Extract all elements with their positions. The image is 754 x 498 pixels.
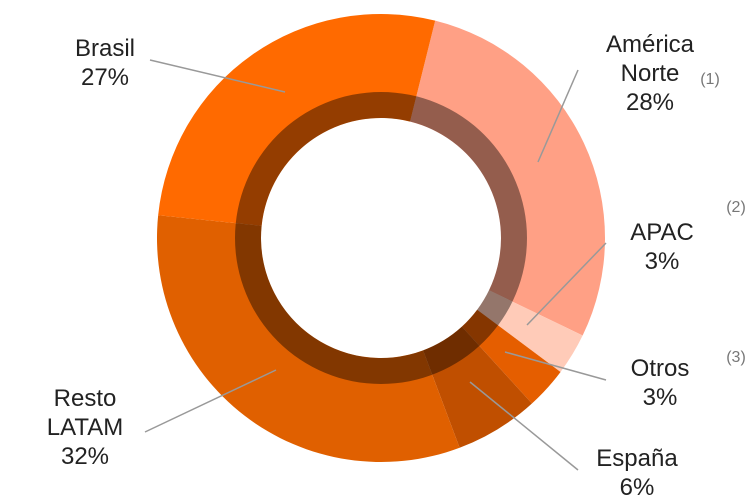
donut-segment bbox=[410, 20, 605, 336]
inner-ring-shade bbox=[235, 92, 527, 384]
leader-line bbox=[526, 242, 607, 326]
value-label: 3% bbox=[643, 384, 678, 411]
value-label: 6% bbox=[620, 474, 655, 498]
footnote-marker: (1) bbox=[700, 71, 720, 88]
value-label: 27% bbox=[81, 64, 129, 91]
donut-segment bbox=[158, 14, 436, 226]
value-label: 28% bbox=[626, 89, 674, 116]
leader-line bbox=[149, 59, 286, 93]
leader-line bbox=[504, 351, 607, 381]
segment-label: España bbox=[596, 445, 678, 472]
donut-segment bbox=[461, 309, 561, 404]
leader-line bbox=[144, 369, 277, 433]
value-label: 3% bbox=[645, 248, 680, 275]
segment-label: América Norte bbox=[606, 31, 695, 87]
footnote-marker: (3) bbox=[726, 349, 746, 366]
donut-segment bbox=[156, 215, 460, 462]
segment-label: Resto LATAM bbox=[47, 385, 123, 441]
donut-segment bbox=[477, 290, 583, 372]
segment-label: Brasil bbox=[75, 35, 135, 62]
segment-label: Otros bbox=[631, 355, 690, 382]
value-label: 32% bbox=[61, 443, 109, 470]
leader-line bbox=[537, 69, 579, 163]
segment-label: APAC bbox=[630, 219, 694, 246]
leader-line bbox=[469, 381, 579, 471]
footnote-marker: (2) bbox=[726, 199, 746, 216]
